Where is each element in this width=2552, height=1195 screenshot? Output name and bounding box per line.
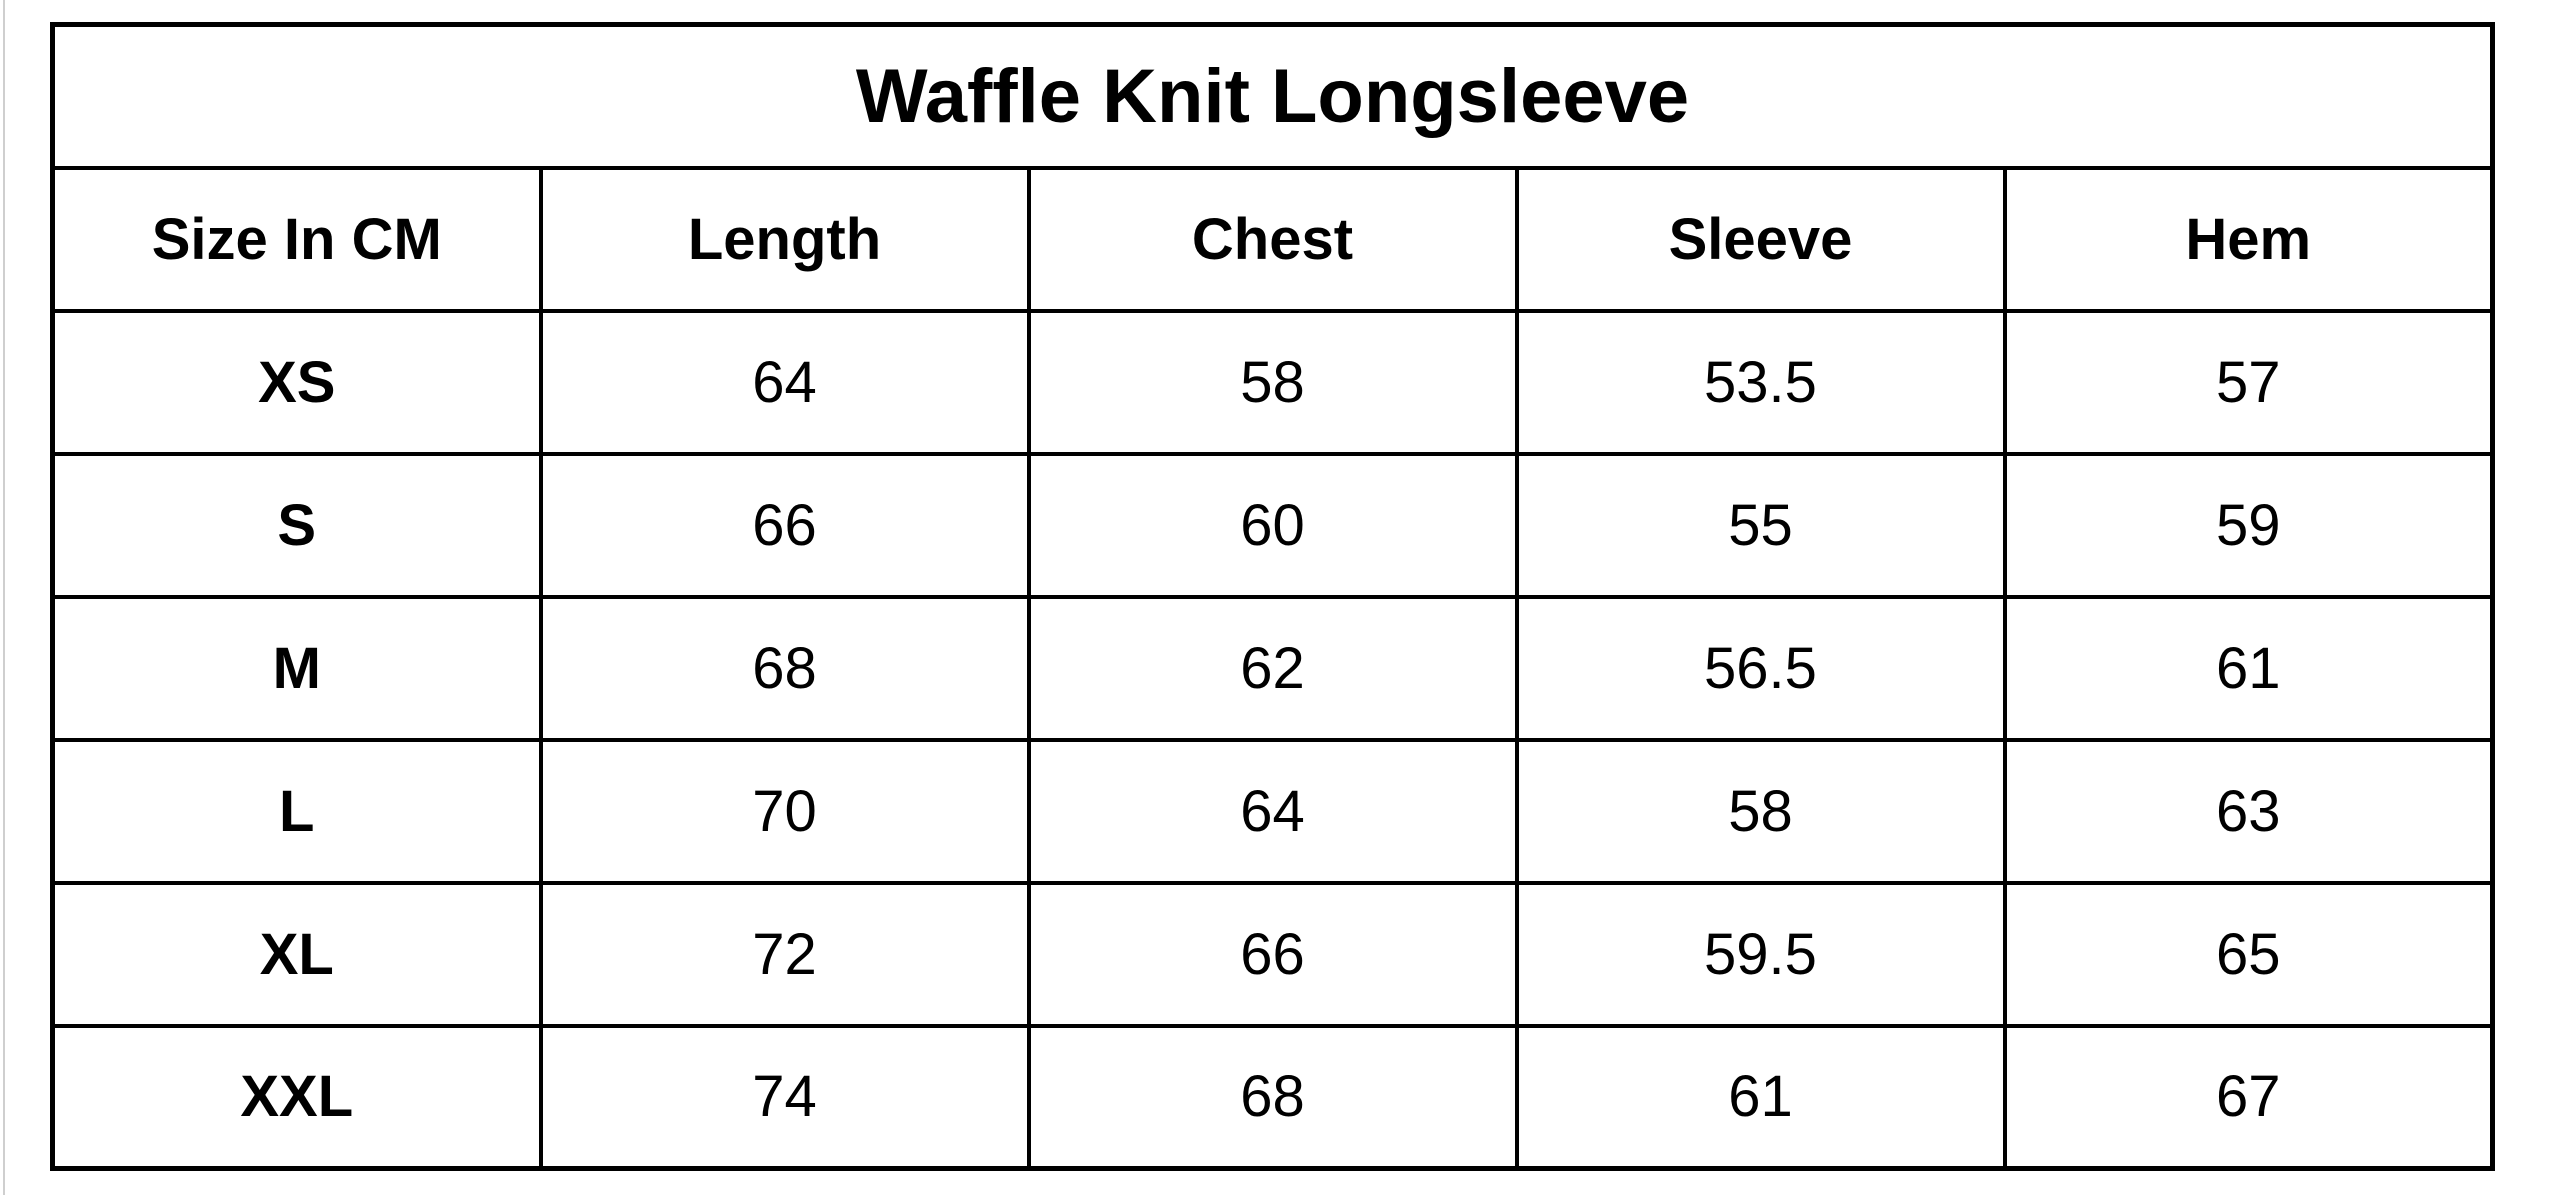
title-row: Waffle Knit Longsleeve — [50, 22, 2495, 170]
chest-cell-s: 60 — [1026, 451, 1519, 599]
hem-cell-s: 59 — [2002, 451, 2495, 599]
size-chart-table: Waffle Knit Longsleeve Size In CM Length… — [50, 22, 2495, 1171]
size-cell-xl: XL — [50, 880, 543, 1028]
chest-cell-xxl: 68 — [1026, 1023, 1519, 1171]
hem-cell-m: 61 — [2002, 594, 2495, 742]
size-cell-l: L — [50, 737, 543, 885]
sleeve-cell-m: 56.5 — [1514, 594, 2007, 742]
chart-title: Waffle Knit Longsleeve — [50, 22, 2495, 170]
sleeve-cell-xs: 53.5 — [1514, 308, 2007, 456]
table-row-xl: XL 72 66 59.5 65 — [50, 880, 2495, 1028]
left-edge-line — [3, 0, 5, 1195]
table-row-l: L 70 64 58 63 — [50, 737, 2495, 885]
length-cell-m: 68 — [538, 594, 1031, 742]
size-cell-xs: XS — [50, 308, 543, 456]
table-row-xxl: XXL 74 68 61 67 — [50, 1023, 2495, 1171]
sleeve-cell-xl: 59.5 — [1514, 880, 2007, 1028]
chest-cell-xs: 58 — [1026, 308, 1519, 456]
column-header-length: Length — [538, 165, 1031, 313]
hem-cell-xxl: 67 — [2002, 1023, 2495, 1171]
sleeve-cell-xxl: 61 — [1514, 1023, 2007, 1171]
size-cell-m: M — [50, 594, 543, 742]
chest-cell-m: 62 — [1026, 594, 1519, 742]
table-row-s: S 66 60 55 59 — [50, 451, 2495, 599]
column-header-chest: Chest — [1026, 165, 1519, 313]
hem-cell-xs: 57 — [2002, 308, 2495, 456]
column-header-hem: Hem — [2002, 165, 2495, 313]
length-cell-xl: 72 — [538, 880, 1031, 1028]
length-cell-s: 66 — [538, 451, 1031, 599]
hem-cell-l: 63 — [2002, 737, 2495, 885]
column-header-size-in-cm: Size In CM — [50, 165, 543, 313]
chest-cell-xl: 66 — [1026, 880, 1519, 1028]
chest-cell-l: 64 — [1026, 737, 1519, 885]
size-cell-s: S — [50, 451, 543, 599]
length-cell-l: 70 — [538, 737, 1031, 885]
sleeve-cell-l: 58 — [1514, 737, 2007, 885]
column-header-sleeve: Sleeve — [1514, 165, 2007, 313]
sleeve-cell-s: 55 — [1514, 451, 2007, 599]
table-row-m: M 68 62 56.5 61 — [50, 594, 2495, 742]
size-cell-xxl: XXL — [50, 1023, 543, 1171]
table-row-xs: XS 64 58 53.5 57 — [50, 308, 2495, 456]
hem-cell-xl: 65 — [2002, 880, 2495, 1028]
length-cell-xxl: 74 — [538, 1023, 1031, 1171]
header-row: Size In CM Length Chest Sleeve Hem — [50, 165, 2495, 313]
length-cell-xs: 64 — [538, 308, 1031, 456]
